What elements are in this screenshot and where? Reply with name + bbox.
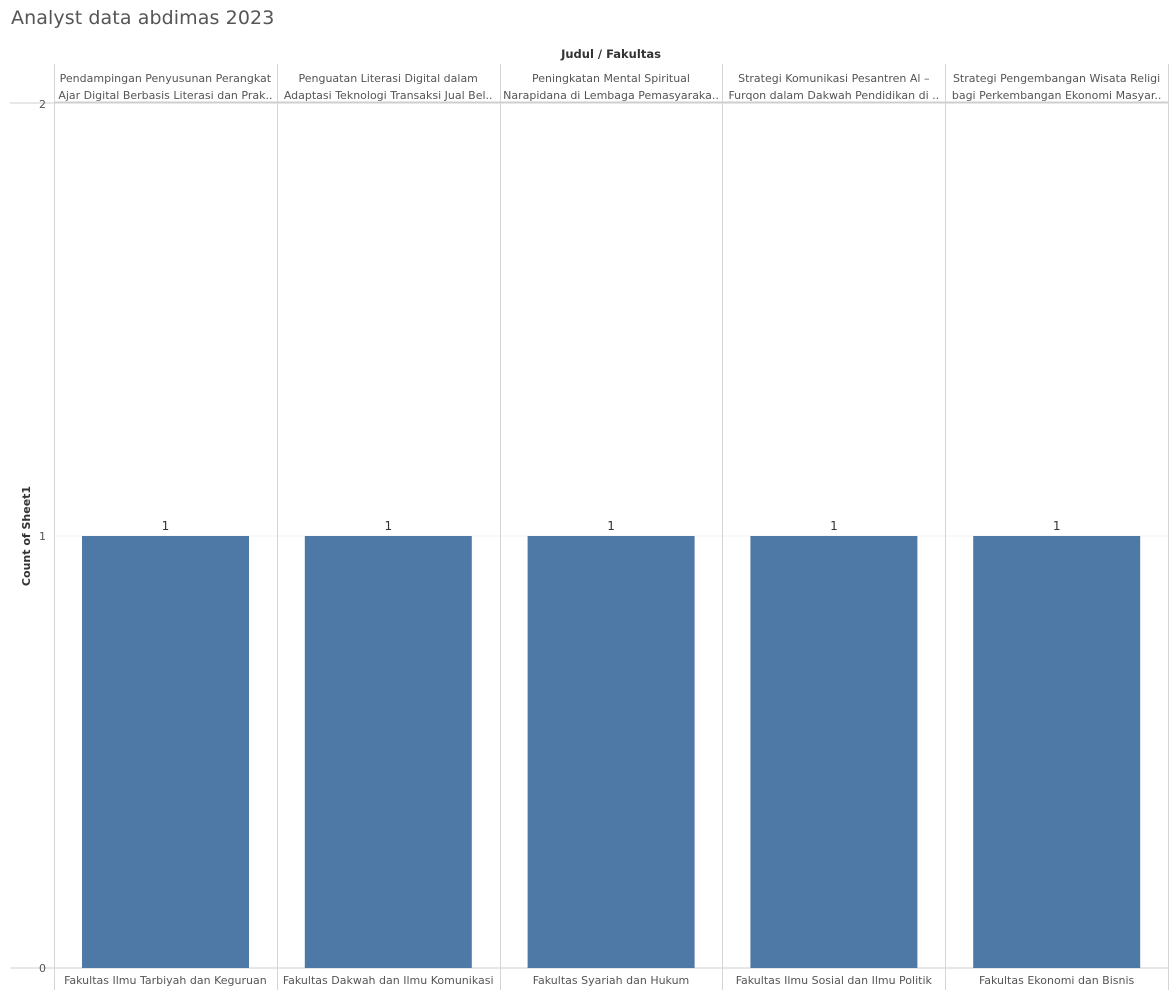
y-axis-label: Count of Sheet1 [20,486,33,586]
y-tick-label: 0 [39,962,46,975]
y-tick-label: 1 [39,530,46,543]
x-category-label: Fakultas Ilmu Tarbiyah dan Keguruan [64,974,267,987]
column-header-line1: Peningkatan Mental Spiritual [532,72,690,85]
data-label: 1 [830,519,838,533]
x-category-label: Fakultas Ilmu Sosial dan Ilmu Politik [736,974,933,987]
column-header-line1: Pendampingan Penyusunan Perangkat [60,72,272,85]
bar[interactable] [527,536,695,968]
column-header-line2: Adaptasi Teknologi Transaksi Jual Bel.. [284,89,493,102]
y-axis: Count of Sheet1 0 1 2 [20,98,46,975]
data-label: 1 [162,519,170,533]
data-label: 1 [384,519,392,533]
column-header-line1: Strategi Pengembangan Wisata Religi [953,72,1160,85]
x-category-label: Fakultas Dakwah dan Ilmu Komunikasi [283,974,494,987]
bars-group: 1 Fakultas Ilmu Tarbiyah dan Keguruan 1 Fak… [64,519,1141,987]
column-header-line2: bagi Perkembangan Ekonomi Masyar.. [952,89,1161,102]
header-title: Judul / Fakultas [560,47,661,61]
bar[interactable] [304,536,472,968]
page-title: Analyst data abdimas 2023 [11,7,275,29]
x-category-label: Fakultas Ekonomi dan Bisnis [979,974,1135,987]
column-headers: Judul / Fakultas Pendampingan Penyusunan… [58,47,1161,102]
column-header-line2: Narapidana di Lembaga Pemasyaraka.. [503,89,719,102]
bar[interactable] [973,536,1141,968]
bar[interactable] [82,536,249,968]
column-header-line2: Furqon dalam Dakwah Pendidikan di .. [728,89,939,102]
column-header-line1: Strategi Komunikasi Pesantren Al – [738,72,929,85]
data-label: 1 [607,519,615,533]
column-header-line2: Ajar Digital Berbasis Literasi dan Prak.… [58,89,272,102]
y-tick-label: 2 [39,98,46,111]
bar[interactable] [750,536,918,968]
x-category-label: Fakultas Syariah dan Hukum [533,974,690,987]
data-label: 1 [1053,519,1061,533]
column-header-line1: Penguatan Literasi Digital dalam [298,72,477,85]
